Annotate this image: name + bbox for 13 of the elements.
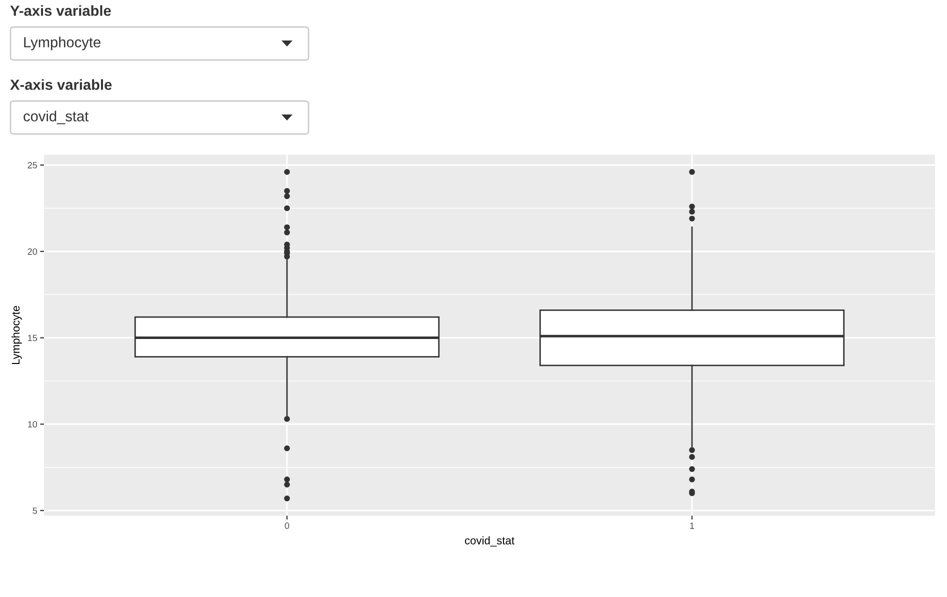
- y-tick-label: 10: [28, 421, 38, 428]
- y-axis-title: Lymphocyte: [11, 306, 22, 364]
- x-axis-title: covid_stat: [464, 536, 514, 547]
- text: covid_stat: [24, 110, 89, 124]
- y-tick-label: 20: [28, 248, 38, 255]
- x-tick-label: 1: [690, 522, 694, 529]
- text: X-axis variable: [10, 79, 112, 90]
- y-tick-label: 5: [32, 508, 38, 514]
- text: Y-axis variable: [10, 5, 111, 16]
- text: Lymphocyte: [24, 36, 100, 50]
- y-tick-label: 25: [28, 162, 38, 168]
- x-tick-label: 0: [284, 522, 290, 529]
- y-tick-label: 15: [28, 334, 38, 342]
